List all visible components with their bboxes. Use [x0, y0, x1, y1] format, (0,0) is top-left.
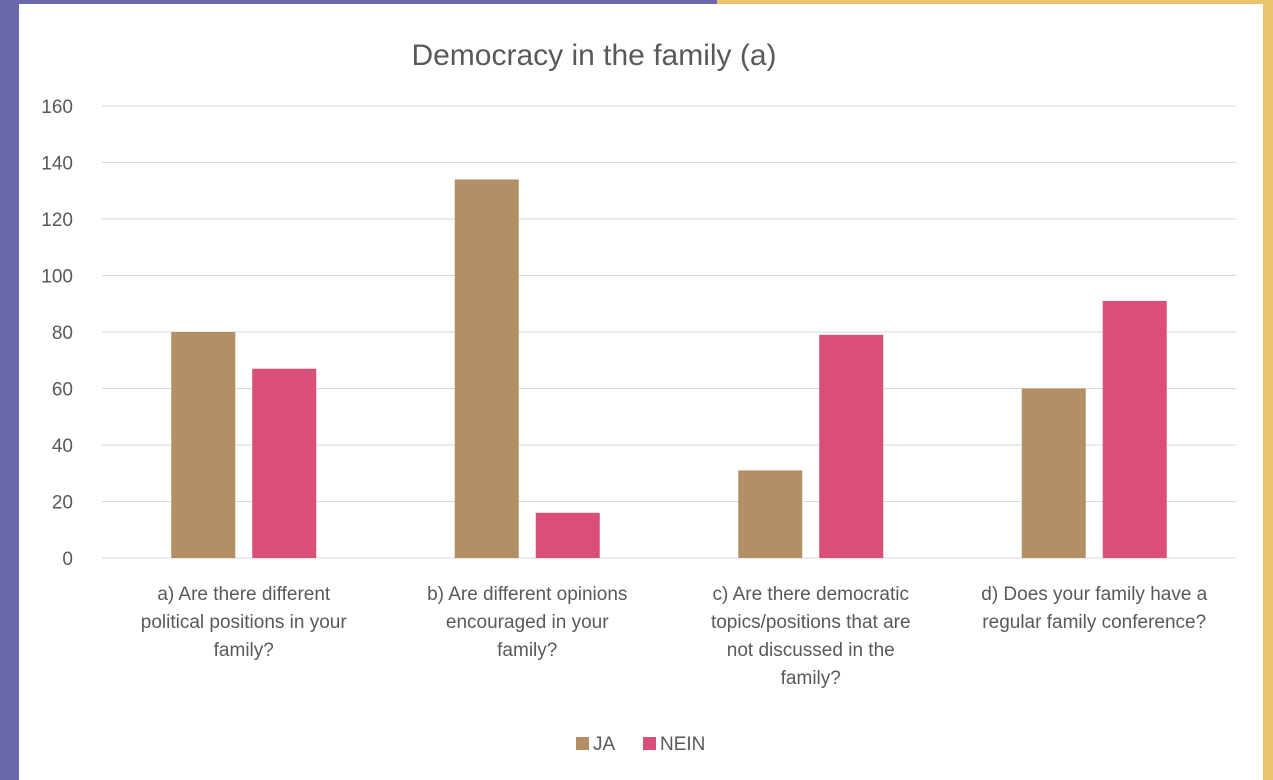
y-tick-label: 0: [62, 549, 73, 570]
legend: JA NEIN: [576, 734, 705, 755]
frame-top-left-border: [0, 0, 717, 4]
bar-ja-2: [454, 179, 519, 558]
y-tick-label: 160: [41, 97, 73, 118]
bar-ja-4: [1021, 388, 1086, 558]
y-tick-label: 120: [41, 210, 73, 231]
frame-right-border: [1263, 0, 1273, 780]
legend-swatch-nein: [643, 737, 656, 750]
bar-nein-1: [252, 368, 317, 558]
bar-nein-3: [819, 334, 884, 558]
bar-nein-4: [1102, 300, 1167, 558]
y-tick-label: 100: [41, 267, 73, 288]
x-category-label: a) Are there different political position…: [141, 584, 348, 661]
chart-title: Democracy in the family (a): [411, 39, 776, 72]
bar-nein-2: [535, 512, 600, 558]
bars: [171, 179, 1167, 558]
legend-label-ja: JA: [593, 734, 616, 755]
legend-label-nein: NEIN: [660, 734, 705, 755]
frame-top-right-border: [717, 0, 1273, 4]
x-category-label: b) Are different opinions encouraged in y…: [427, 584, 627, 661]
y-tick-label: 60: [52, 380, 73, 401]
bar-ja-3: [738, 470, 803, 558]
y-axis-ticks: 0 20 40 60 80 100 120 140 160: [41, 97, 73, 570]
x-axis-categories: a) Are there different political position…: [141, 584, 1208, 689]
y-tick-label: 20: [52, 493, 73, 514]
y-tick-label: 40: [52, 436, 73, 457]
x-category-label: d) Does your family have a regular family…: [981, 584, 1207, 633]
y-tick-label: 140: [41, 154, 73, 175]
legend-swatch-ja: [576, 737, 589, 750]
y-tick-label: 80: [52, 323, 73, 344]
frame-left-border: [0, 0, 19, 780]
bar-ja-1: [171, 332, 236, 558]
x-category-label: c) Are there democratic topics/positions …: [711, 584, 911, 689]
